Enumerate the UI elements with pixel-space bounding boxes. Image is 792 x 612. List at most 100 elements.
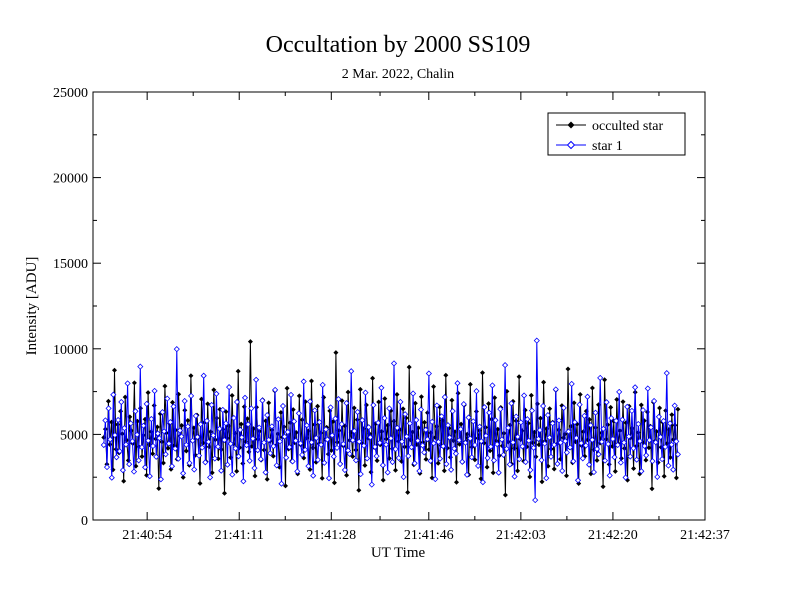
data-point: [627, 453, 634, 460]
data-point: [324, 436, 331, 443]
data-point: [459, 458, 466, 465]
data-point: [584, 393, 591, 400]
data-point: [319, 381, 326, 388]
data-point: [216, 425, 223, 432]
data-point: [289, 458, 296, 465]
data-point: [462, 439, 469, 446]
data-point: [410, 390, 417, 397]
data-point: [214, 443, 222, 450]
data-point: [253, 376, 260, 383]
data-point: [492, 395, 498, 401]
data-point: [484, 464, 490, 470]
data-point: [378, 384, 385, 391]
y-tick-label: 10000: [53, 343, 88, 358]
data-point: [589, 436, 596, 443]
data-point: [381, 415, 388, 422]
data-point: [226, 384, 233, 391]
data-point: [387, 435, 394, 442]
legend-marker-occulted-star: [567, 121, 575, 129]
data-point: [160, 460, 166, 466]
data-point: [131, 380, 137, 386]
data-point: [205, 438, 212, 445]
data-point: [251, 465, 258, 472]
data-point: [424, 436, 431, 443]
data-point: [341, 466, 348, 474]
data-point: [549, 420, 556, 427]
data-point: [631, 466, 637, 471]
data-point: [178, 433, 185, 440]
data-point: [663, 370, 670, 377]
data-point: [368, 481, 375, 488]
data-point: [674, 451, 681, 458]
data-point: [586, 461, 593, 468]
data-point: [202, 459, 209, 466]
data-point: [577, 392, 583, 397]
data-point: [375, 419, 382, 426]
data-point: [454, 380, 461, 387]
data-point: [544, 412, 551, 419]
x-tick-label: 21:41:46: [404, 528, 454, 543]
data-point: [203, 417, 210, 424]
data-point: [232, 445, 239, 452]
data-point: [352, 457, 360, 464]
data-point: [608, 415, 615, 422]
data-point: [636, 438, 643, 445]
series-occulted-star: [101, 339, 681, 498]
data-point: [351, 405, 357, 411]
data-point: [519, 443, 526, 450]
data-point: [513, 413, 520, 420]
data-point: [565, 428, 572, 435]
data-point: [475, 462, 482, 469]
data-point: [473, 409, 479, 414]
data-point: [505, 424, 512, 431]
data-point: [498, 436, 505, 443]
data-point: [576, 401, 583, 408]
data-point: [224, 461, 231, 468]
data-point: [487, 443, 494, 450]
data-point: [406, 364, 412, 370]
x-tick-label: 21:42:20: [588, 528, 638, 543]
data-point: [124, 380, 131, 387]
data-point: [116, 448, 123, 455]
data-point: [525, 437, 532, 444]
data-point: [297, 440, 304, 447]
data-point: [270, 443, 277, 450]
data-point: [331, 480, 337, 486]
data-point: [490, 457, 498, 464]
data-point: [543, 475, 550, 482]
data-point: [587, 422, 594, 429]
data-point: [644, 385, 651, 392]
data-point: [266, 400, 272, 406]
data-point: [408, 444, 415, 451]
data-point: [100, 441, 107, 449]
data-point: [672, 422, 678, 428]
x-tick-label: 21:40:54: [122, 528, 172, 543]
data-point: [479, 479, 486, 486]
data-point: [359, 417, 366, 424]
data-point: [110, 391, 117, 398]
data-point: [614, 397, 620, 402]
data-point: [237, 426, 244, 433]
data-point: [186, 459, 193, 467]
data-point: [454, 479, 459, 485]
data-point: [102, 417, 109, 424]
data-point: [129, 438, 136, 445]
data-point: [252, 473, 258, 479]
data-point: [318, 441, 325, 448]
data-point: [441, 394, 448, 401]
data-point: [215, 456, 221, 462]
data-point: [571, 419, 578, 426]
data-point: [429, 418, 436, 425]
data-point: [167, 419, 174, 426]
data-point: [593, 445, 601, 453]
data-point: [210, 432, 217, 439]
data-point: [471, 441, 478, 449]
data-point: [657, 433, 664, 441]
data-point: [480, 370, 485, 376]
data-point: [605, 440, 612, 448]
data-point: [112, 367, 117, 373]
data-point: [594, 457, 600, 463]
data-point: [164, 395, 171, 402]
data-point: [668, 441, 675, 448]
data-point: [286, 444, 293, 451]
